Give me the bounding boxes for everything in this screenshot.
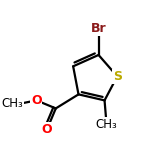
Text: Br: Br [91, 22, 106, 35]
Text: O: O [31, 94, 42, 107]
Text: O: O [42, 123, 52, 136]
Text: CH₃: CH₃ [1, 97, 23, 110]
Text: CH₃: CH₃ [96, 118, 117, 131]
Text: S: S [113, 70, 122, 83]
